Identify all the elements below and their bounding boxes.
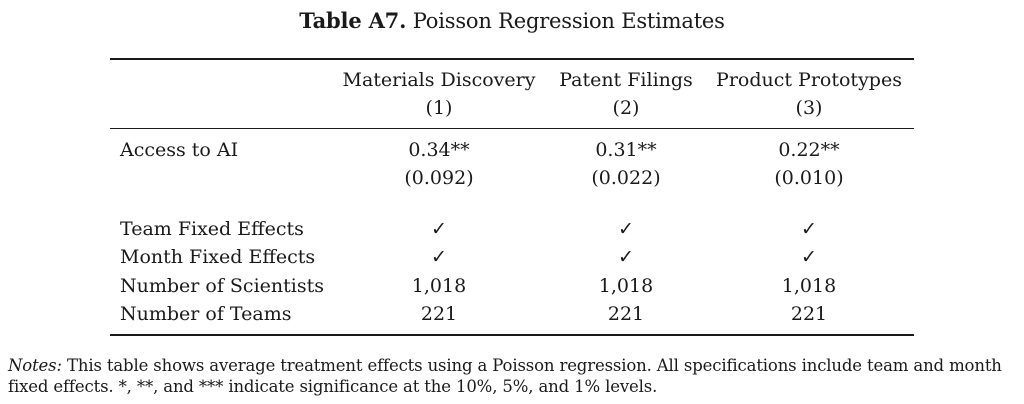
count-cell: 221 <box>607 303 645 325</box>
column-number-1: (1) <box>425 97 453 119</box>
bottom-rule <box>110 334 914 336</box>
table-notes: Notes: This table shows average treatmen… <box>8 355 1020 397</box>
row-label-num-teams: Number of Teams <box>120 303 292 325</box>
count-cell: 1,018 <box>781 275 837 297</box>
table-title-label: Table A7. <box>299 8 407 33</box>
table-title: Table A7. Poisson Regression Estimates <box>0 7 1024 35</box>
column-number-3: (3) <box>795 97 823 119</box>
checkmark-icon: ✓ <box>618 218 634 240</box>
header-rule <box>110 128 914 129</box>
count-cell: 221 <box>420 303 458 325</box>
std-error-cell: (0.010) <box>774 167 844 189</box>
top-rule <box>110 58 914 60</box>
notes-text: This table shows average treatment effec… <box>8 356 1002 396</box>
checkmark-icon: ✓ <box>431 218 447 240</box>
notes-label: Notes: <box>8 356 62 375</box>
checkmark-icon: ✓ <box>431 246 447 268</box>
table-title-text: Poisson Regression Estimates <box>412 9 725 33</box>
row-label-access-to-ai: Access to AI <box>120 139 239 161</box>
row-label-month-fe: Month Fixed Effects <box>120 246 316 268</box>
estimate-cell: 0.22** <box>778 139 840 161</box>
row-label-team-fe: Team Fixed Effects <box>120 218 304 240</box>
column-header-1: Materials Discovery <box>342 69 536 91</box>
checkmark-icon: ✓ <box>801 246 817 268</box>
count-cell: 1,018 <box>598 275 654 297</box>
count-cell: 1,018 <box>411 275 467 297</box>
column-header-2: Patent Filings <box>559 69 693 91</box>
std-error-cell: (0.092) <box>404 167 474 189</box>
column-header-3: Product Prototypes <box>716 69 902 91</box>
column-number-2: (2) <box>612 97 640 119</box>
row-label-num-scientists: Number of Scientists <box>120 275 324 297</box>
estimate-cell: 0.31** <box>595 139 657 161</box>
checkmark-icon: ✓ <box>618 246 634 268</box>
checkmark-icon: ✓ <box>801 218 817 240</box>
std-error-cell: (0.022) <box>591 167 661 189</box>
estimate-cell: 0.34** <box>408 139 470 161</box>
count-cell: 221 <box>790 303 828 325</box>
